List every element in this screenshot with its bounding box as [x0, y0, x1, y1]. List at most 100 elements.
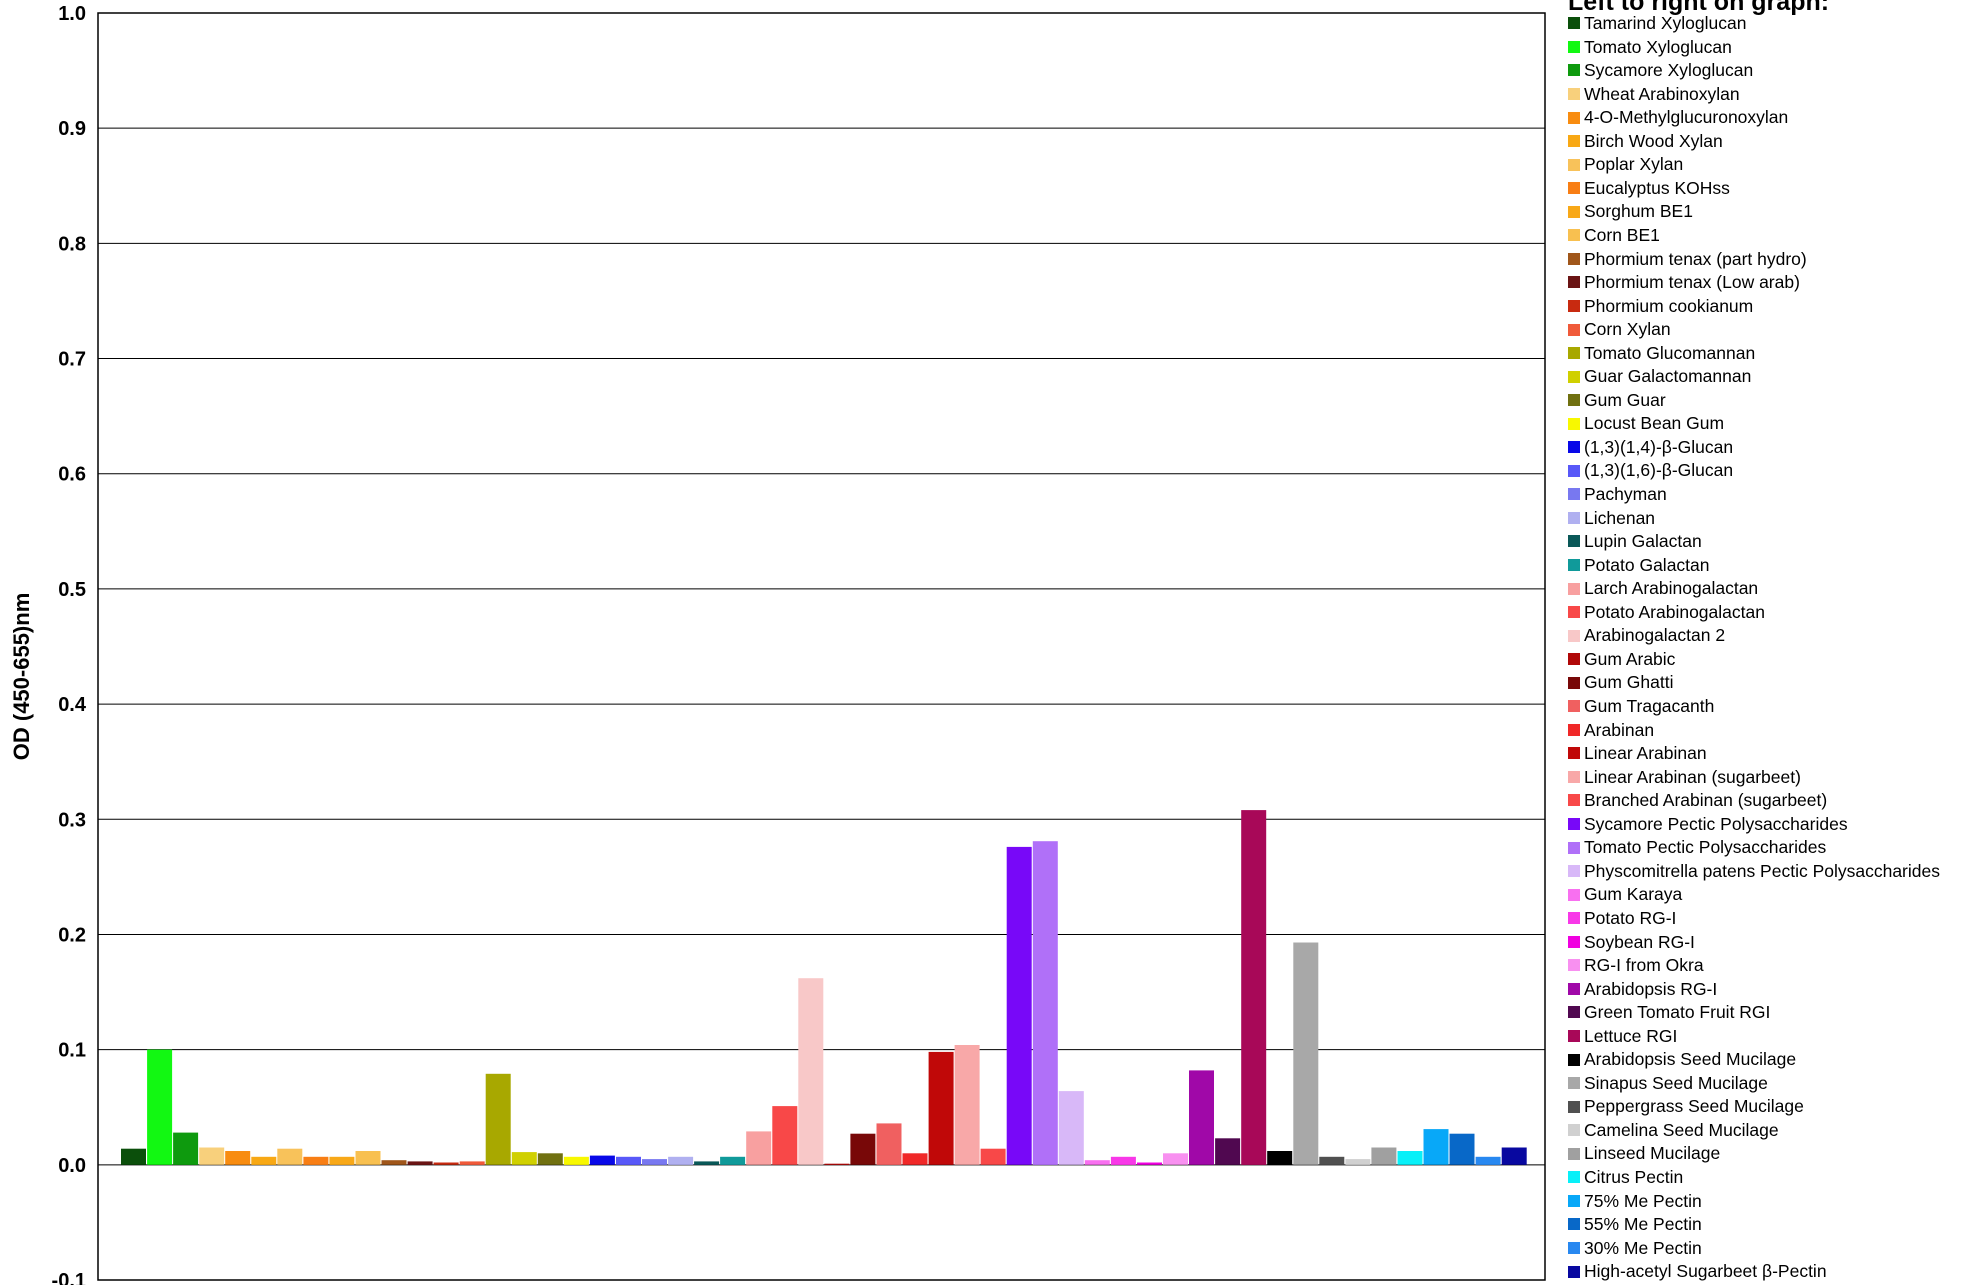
legend-item: Branched Arabinan (sugarbeet): [1568, 789, 1827, 811]
legend-swatch: [1568, 17, 1580, 30]
legend-label: High-acetyl Sugarbeet β-Pectin: [1584, 1261, 1827, 1282]
legend-item: Gum Arabic: [1568, 648, 1675, 670]
legend-swatch: [1568, 1171, 1580, 1184]
legend-swatch: [1568, 676, 1580, 689]
legend-item: Gum Ghatti: [1568, 671, 1673, 693]
bar: [1006, 846, 1032, 1165]
legend-item: 4-O-Methylglucuronoxylan: [1568, 106, 1788, 128]
legend-swatch: [1568, 111, 1580, 124]
legend-item: Eucalyptus KOHss: [1568, 177, 1730, 199]
legend-swatch: [1568, 700, 1580, 713]
bar: [902, 1153, 928, 1165]
legend-label: Arabidopsis RG-I: [1584, 978, 1718, 999]
legend-swatch: [1568, 818, 1580, 831]
bar: [1319, 1156, 1345, 1165]
bar: [954, 1045, 980, 1165]
legend-item: Green Tomato Fruit RGI: [1568, 1001, 1770, 1023]
bar: [1397, 1151, 1423, 1165]
legend-label: Locust Bean Gum: [1584, 413, 1725, 434]
legend-item: Lettuce RGI: [1568, 1025, 1677, 1047]
legend-label: RG-I from Okra: [1584, 955, 1704, 975]
legend-label: Corn Xylan: [1584, 319, 1671, 340]
legend-swatch: [1568, 1241, 1580, 1254]
legend-swatch: [1568, 1053, 1580, 1066]
legend-item: Arabinan: [1568, 719, 1654, 741]
bar: [1267, 1151, 1293, 1165]
plot-frame: [97, 12, 1546, 1281]
legend-swatch: [1568, 40, 1580, 53]
legend-label: (1,3)(1,4)-β-Glucan: [1584, 436, 1734, 457]
legend-label: Guar Galactomannan: [1584, 366, 1752, 387]
bar: [563, 1156, 589, 1165]
bar: [121, 1148, 146, 1165]
bar: [1475, 1156, 1501, 1165]
legend-label: Tomato Xyloglucan: [1584, 36, 1732, 57]
y-tick-label: 0.3: [58, 809, 86, 831]
bar: [876, 1123, 902, 1165]
bar: [1163, 1153, 1188, 1165]
legend-swatch: [1568, 1100, 1580, 1113]
bar: [928, 1051, 954, 1165]
legend-label: Wheat Arabinoxylan: [1584, 83, 1740, 104]
y-axis-label: OD (450-655)nm: [9, 593, 34, 761]
legend-label: Camelina Seed Mucilage: [1584, 1119, 1779, 1140]
bar: [1423, 1129, 1449, 1165]
legend-swatch: [1568, 959, 1580, 972]
bar: [668, 1156, 694, 1165]
legend-label: 4-O-Methylglucuronoxylan: [1584, 107, 1789, 128]
legend-label: Corn BE1: [1584, 225, 1660, 245]
legend-label: 75% Me Pectin: [1584, 1190, 1702, 1211]
legend-label: Arabidopsis Seed Mucilage: [1584, 1049, 1797, 1070]
legend-item: Corn BE1: [1568, 224, 1660, 246]
legend-swatch: [1568, 770, 1580, 783]
y-tick-label: 0.6: [58, 464, 86, 486]
legend-swatch: [1568, 394, 1580, 407]
legend-item: Potato Galactan: [1568, 554, 1710, 576]
legend-swatch: [1568, 1147, 1580, 1160]
legend-label: Citrus Pectin: [1584, 1167, 1684, 1187]
legend-item: Sycamore Pectic Polysaccharides: [1568, 813, 1848, 835]
legend-label: Linear Arabinan: [1584, 743, 1707, 764]
legend-item: Arabinogalactan 2: [1568, 624, 1725, 646]
legend-label: Arabinogalactan 2: [1584, 625, 1726, 646]
legend-item: Lichenan: [1568, 507, 1655, 529]
bar: [616, 1156, 641, 1165]
legend-swatch: [1568, 1265, 1580, 1278]
legend-item: (1,3)(1,6)-β-Glucan: [1568, 459, 1733, 481]
legend-swatch: [1568, 182, 1580, 195]
bar: [1241, 810, 1267, 1165]
legend-item: Pachyman: [1568, 483, 1667, 505]
legend-swatch: [1568, 417, 1580, 430]
legend-label: Birch Wood Xylan: [1584, 130, 1723, 151]
legend-item: RG-I from Okra: [1568, 954, 1704, 976]
legend-label: Poplar Xylan: [1584, 154, 1684, 175]
legend-swatch: [1568, 229, 1580, 242]
legend-swatch: [1568, 935, 1580, 948]
bar: [1501, 1147, 1527, 1165]
legend-title: Left to right on graph:: [1568, 0, 1830, 16]
bar: [381, 1160, 407, 1165]
legend-label: Phormium tenax (part hydro): [1584, 248, 1807, 269]
legend-swatch: [1568, 841, 1580, 854]
legend-label: Peppergrass Seed Mucilage: [1584, 1096, 1804, 1117]
bar: [1137, 1162, 1162, 1165]
legend-item: 30% Me Pectin: [1568, 1237, 1702, 1259]
legend-item: Linear Arabinan (sugarbeet): [1568, 766, 1801, 788]
y-tick-label: 0.1: [58, 1040, 86, 1062]
legend-item: Locust Bean Gum: [1568, 412, 1724, 434]
legend-label: Potato Arabinogalactan: [1584, 601, 1765, 622]
y-tick-label: 1.0: [58, 3, 86, 25]
legend-item: Citrus Pectin: [1568, 1166, 1683, 1188]
legend-item: Phormium tenax (Low arab): [1568, 271, 1800, 293]
legend-swatch: [1568, 88, 1580, 101]
legend-swatch: [1568, 464, 1580, 477]
bar: [824, 1163, 850, 1165]
bar: [1345, 1159, 1371, 1165]
legend-item: Linear Arabinan: [1568, 742, 1707, 764]
legend-label: Eucalyptus KOHss: [1584, 177, 1730, 198]
legend-swatch: [1568, 299, 1580, 312]
bar: [1449, 1133, 1475, 1165]
bar: [772, 1106, 798, 1165]
legend-label: Physcomitrella patens Pectic Polysacchar…: [1584, 860, 1940, 881]
legend-label: Gum Ghatti: [1584, 672, 1674, 693]
